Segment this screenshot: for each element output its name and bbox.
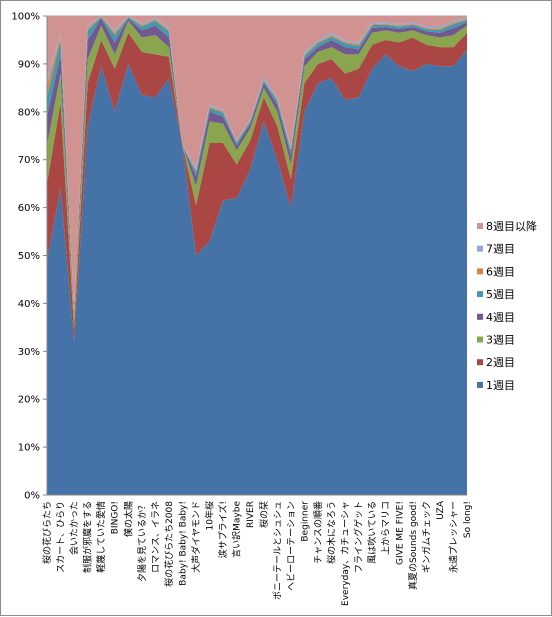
legend-swatch: [477, 381, 483, 388]
x-tick-label: 会いたかった: [68, 501, 80, 555]
x-tick-label: Beginner: [300, 501, 310, 542]
y-tick-labels: 0% 10% 20% 30% 40% 50% 60% 70% 80% 90% 100%: [11, 12, 40, 502]
x-tick-label: 永遠プレッシャー: [447, 501, 459, 573]
y-tick-label: 40%: [18, 299, 40, 310]
x-tick-label: チャンスの順番: [312, 501, 324, 564]
area-series: [47, 16, 467, 495]
x-tick-label: 桜の木になろう: [326, 501, 338, 564]
x-tick-label: 僕の太陽: [122, 501, 134, 537]
area-series-1: [47, 49, 467, 495]
x-tick-label: Baby! Baby! Baby!: [178, 501, 188, 586]
x-tick-label: BINGO!: [111, 501, 121, 534]
y-tick-label: 80%: [18, 107, 40, 118]
x-tick-label: フライングゲット: [353, 501, 365, 573]
x-tick-label: 涙サプライズ!: [217, 501, 229, 558]
area-series-8: [47, 16, 467, 311]
x-tick-label: ポニーテールとシュシュ: [272, 501, 283, 600]
x-tick-label: ヘビーローテーション: [286, 501, 297, 591]
y-tick-label: 10%: [18, 443, 40, 454]
area-series-4: [47, 18, 467, 321]
legend-swatch: [477, 245, 483, 252]
legend-label: 7週目: [486, 243, 515, 256]
y-tick-label: 100%: [11, 12, 40, 23]
x-tick-labels: 桜の花びらたち スカート、ひらり 会いたかった 制服が邪魔をする 軽蔑していた愛情 BIN…: [41, 500, 473, 606]
y-tick-label: 0%: [24, 491, 40, 502]
legend-label: 2週目: [486, 356, 515, 369]
x-tick-label: 桜の栞: [258, 501, 270, 528]
legend-label: 5週目: [486, 288, 515, 301]
x-tick-label: 制服が邪魔をする: [82, 501, 94, 573]
y-tick-label: 70%: [18, 155, 40, 166]
legend-label: 8週目以降: [486, 219, 537, 233]
legend-swatch: [477, 223, 483, 229]
x-tick-label: Everyday、カチューシャ: [340, 501, 351, 606]
x-tick-label: 上からマリコ: [381, 501, 392, 555]
y-tick-label: 20%: [18, 395, 40, 406]
x-tick-label: 夕陽を見ているか？: [136, 501, 148, 582]
y-tick-label: 90%: [18, 59, 40, 70]
legend-swatch: [477, 268, 483, 275]
x-tick-label: スカート、ひらり: [56, 501, 67, 573]
legend-label: 1週目: [486, 379, 515, 392]
x-tick-label: 大声ダイヤモンド: [190, 501, 202, 573]
legend-swatch: [477, 291, 483, 298]
axes: [43, 15, 467, 496]
x-tick-label: 軽蔑していた愛情: [95, 501, 107, 573]
x-tick-label: UZA: [436, 500, 446, 520]
x-tick-label: 真夏のSounds good!: [407, 501, 419, 590]
x-tick-label: 10年桜: [204, 501, 216, 530]
y-tick-label: 60%: [18, 203, 40, 214]
x-tick-label: ロマンス、イラネ: [150, 501, 161, 573]
legend-label: 4週目: [486, 311, 515, 324]
x-tick-label: RIVER: [246, 501, 256, 528]
y-tick-label: 50%: [18, 251, 40, 262]
x-tick-label: So long!: [463, 501, 473, 538]
legend-label: 3週目: [486, 334, 515, 347]
x-tick-label: 言い訳Maybe: [231, 501, 243, 558]
x-tick-label: 桜の花びらたち: [41, 501, 53, 564]
y-tick-label: 30%: [18, 347, 40, 358]
x-tick-label: GIVE ME FIVE!: [395, 501, 405, 565]
x-tick-label: ギンガムチェック: [421, 501, 432, 573]
x-tick-label: 桜の花びらたち2008: [163, 501, 175, 587]
legend: 8週目以降 7週目 6週目 5週目 4週目 3週目 2週目 1週目: [477, 219, 537, 392]
legend-swatch: [477, 313, 483, 320]
x-tick-label: 風は吹いている: [366, 501, 378, 564]
area-series-2: [47, 32, 467, 342]
legend-swatch: [477, 336, 483, 343]
legend-label: 6週目: [486, 265, 515, 278]
legend-swatch: [477, 359, 483, 366]
